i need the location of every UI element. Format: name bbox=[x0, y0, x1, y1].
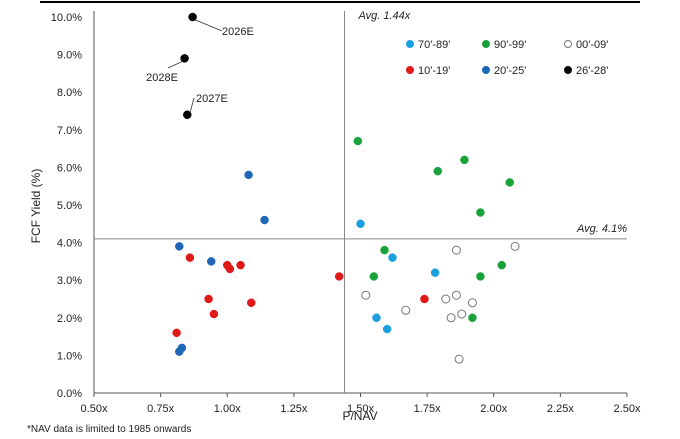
annotation-leader-line bbox=[189, 97, 195, 112]
data-point bbox=[401, 305, 411, 315]
legend-marker bbox=[482, 40, 490, 48]
x-tick-label: 1.50x bbox=[347, 403, 374, 415]
data-point bbox=[246, 298, 256, 308]
data-points bbox=[172, 12, 520, 364]
y-tick-label: 0.0% bbox=[57, 388, 82, 400]
data-point bbox=[433, 166, 443, 176]
x-tick-label: 0.50x bbox=[81, 403, 108, 415]
legend-label: 90'-99' bbox=[494, 39, 526, 51]
data-point bbox=[236, 260, 245, 270]
y-tick-label: 1.0% bbox=[57, 350, 82, 362]
data-point bbox=[446, 313, 456, 323]
point-annotation: 2028E bbox=[146, 72, 178, 84]
data-point bbox=[172, 328, 181, 338]
data-point bbox=[454, 354, 464, 364]
y-tick-label: 9.0% bbox=[57, 50, 82, 62]
x-tick-label: 2.25x bbox=[547, 403, 574, 415]
x-tick-label: 1.25x bbox=[280, 403, 307, 415]
data-point bbox=[382, 324, 392, 334]
data-point bbox=[209, 309, 219, 319]
y-tick-label: 7.0% bbox=[57, 125, 82, 137]
y-tick-label: 3.0% bbox=[57, 275, 82, 287]
x-tick-label: 2.00x bbox=[480, 403, 507, 415]
data-point bbox=[468, 313, 477, 323]
point-annotations: 2026E 2028E 2027E bbox=[146, 19, 254, 112]
x-tick-label: 1.00x bbox=[214, 403, 241, 415]
data-point bbox=[388, 253, 397, 262]
data-point bbox=[476, 208, 485, 217]
annotation-leader-line bbox=[167, 60, 183, 69]
footnote: *NAV data is limited to 1985 onwards bbox=[27, 424, 191, 435]
legend-label: 70'-89' bbox=[418, 39, 450, 51]
data-point bbox=[177, 343, 187, 353]
data-point bbox=[460, 155, 469, 165]
data-point bbox=[188, 12, 197, 22]
data-point bbox=[225, 264, 235, 274]
legend-marker bbox=[482, 66, 490, 74]
y-tick-label: 2.0% bbox=[57, 313, 82, 325]
data-point bbox=[334, 272, 344, 281]
data-point bbox=[180, 54, 189, 63]
y-tick-label: 5.0% bbox=[57, 200, 82, 212]
data-point bbox=[175, 242, 184, 251]
avg-x-label: Avg. 1.44x bbox=[358, 10, 411, 22]
data-point bbox=[353, 136, 363, 146]
y-tick-label: 10.0% bbox=[51, 12, 82, 24]
x-axis-title: P/NAV bbox=[342, 409, 377, 423]
legend-marker bbox=[564, 40, 572, 48]
data-point bbox=[451, 290, 461, 300]
avg-y-label: Avg. 4.1% bbox=[576, 223, 627, 235]
data-point bbox=[451, 245, 461, 255]
data-point bbox=[476, 272, 485, 281]
average-lines: Avg. 1.44x Avg. 4.1% bbox=[94, 10, 627, 393]
data-point bbox=[420, 294, 429, 304]
legend-marker bbox=[406, 66, 414, 74]
data-point bbox=[260, 215, 269, 225]
y-tick-label: 4.0% bbox=[57, 238, 82, 250]
legend-label: 00'-09' bbox=[576, 39, 608, 51]
data-point bbox=[183, 110, 192, 120]
legend-label: 26'-28' bbox=[576, 65, 608, 77]
data-point bbox=[497, 260, 506, 270]
data-point bbox=[380, 245, 389, 255]
data-point bbox=[441, 294, 451, 304]
data-point bbox=[467, 298, 477, 308]
data-point bbox=[204, 294, 213, 304]
data-point bbox=[372, 313, 381, 323]
legend-label: 20'-25' bbox=[494, 65, 526, 77]
x-tick-label: 1.75x bbox=[414, 403, 441, 415]
data-point bbox=[430, 268, 440, 277]
x-tick-label: 0.75x bbox=[147, 403, 174, 415]
data-point bbox=[369, 272, 379, 281]
data-point bbox=[457, 309, 467, 319]
legend: 70'-89' 90'-99' 00'-09' 10'-19' 20'-25' 26'-2… bbox=[406, 39, 608, 77]
annotation-leader-line bbox=[195, 19, 223, 32]
y-axis-title: FCF Yield (%) bbox=[29, 169, 43, 244]
point-annotation: 2027E bbox=[196, 93, 228, 105]
point-annotation: 2026E bbox=[222, 26, 254, 38]
data-point bbox=[185, 253, 195, 262]
y-tick-label: 6.0% bbox=[57, 162, 82, 174]
legend-marker bbox=[564, 66, 572, 74]
axes: 0.0% 1.0% 2.0% 3.0% 4.0% 5.0% 6.0% 7.0% 8.0% 9.0%… bbox=[51, 11, 641, 415]
legend-label: 10'-19' bbox=[418, 65, 450, 77]
data-point bbox=[361, 290, 371, 300]
x-tick-label: 2.50x bbox=[614, 403, 641, 415]
data-point bbox=[505, 178, 514, 187]
data-point bbox=[356, 219, 365, 229]
legend-marker bbox=[406, 40, 414, 48]
data-point bbox=[244, 170, 253, 180]
y-tick-label: 8.0% bbox=[57, 87, 82, 99]
data-point bbox=[510, 241, 520, 251]
data-point bbox=[207, 257, 216, 266]
